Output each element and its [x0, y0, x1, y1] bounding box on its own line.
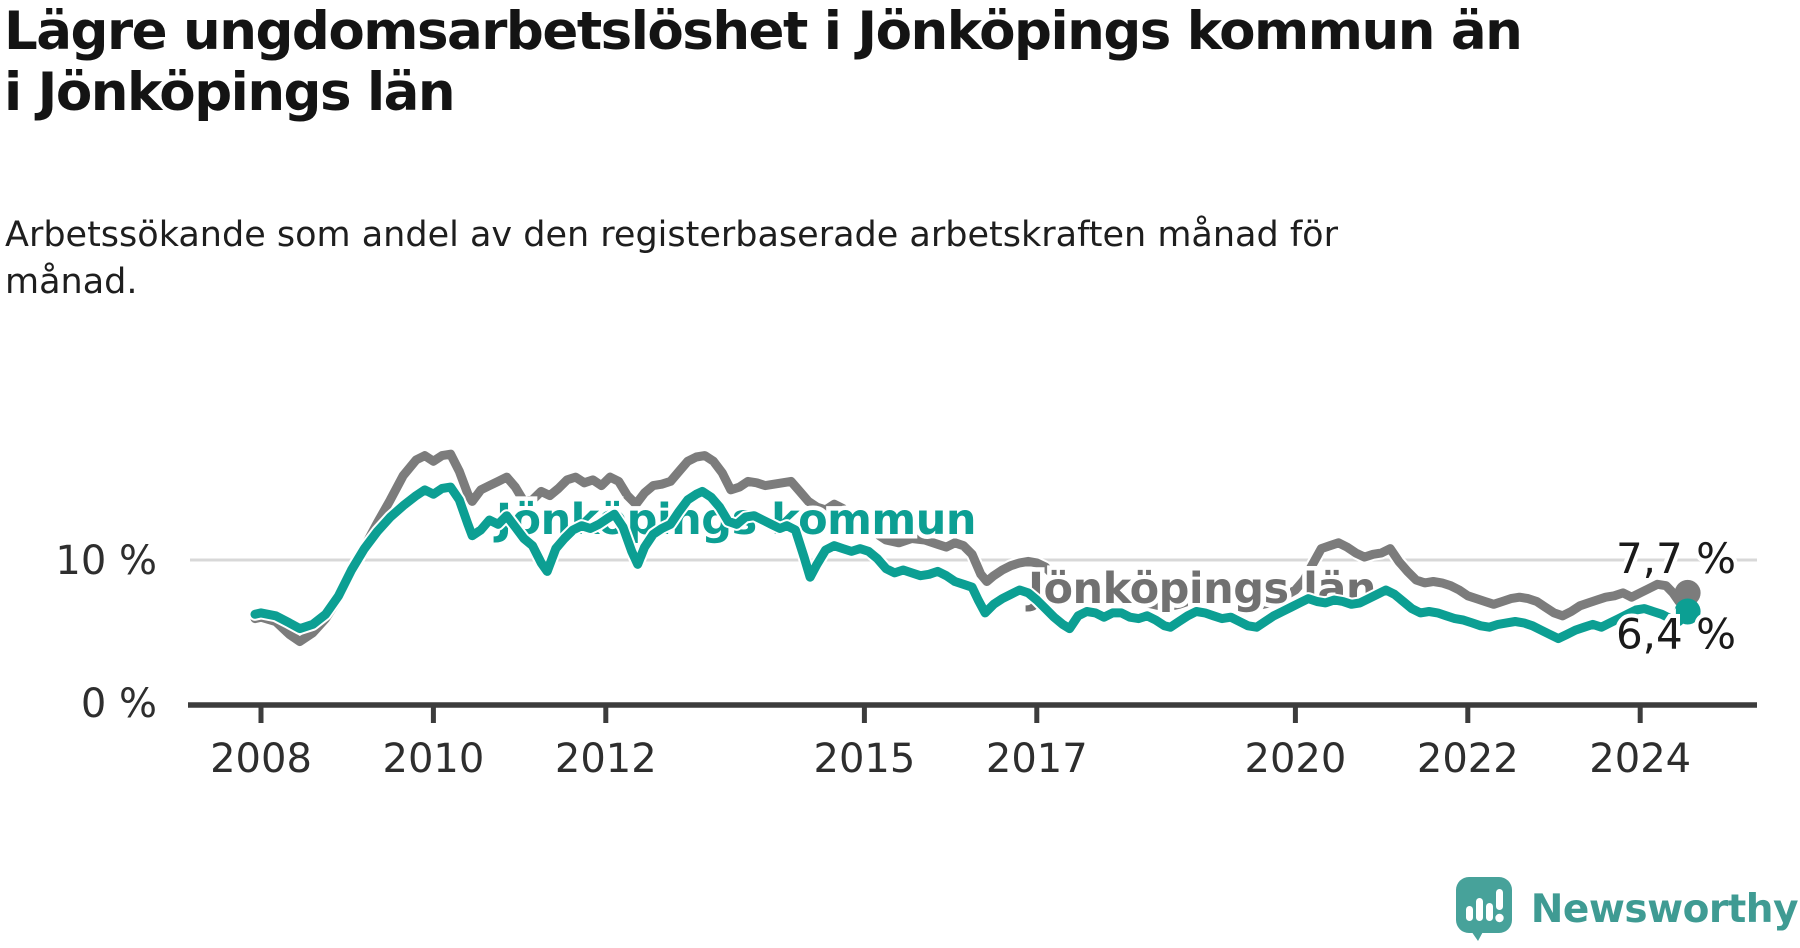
page-title: Lägre ungdomsarbetslöshet i Jönköpings k… — [4, 1, 1523, 124]
chart-subtitle-line2: månad. — [5, 261, 138, 302]
x-tick-label-2022: 2022 — [1417, 736, 1519, 782]
newsworthy-bubble-icon — [1455, 877, 1512, 941]
chart-subtitle: Arbetssökande som andel av den registerb… — [5, 212, 1338, 306]
page-title-line1: Lägre ungdomsarbetslöshet i Jönköpings k… — [4, 1, 1523, 62]
end-value-label-j-nk-pings-kommun: 6,4 % — [1616, 609, 1736, 658]
series-line-j-nk-pings-l-n — [250, 449, 1693, 646]
x-tick-label-2012: 2012 — [555, 736, 657, 782]
y-axis-label-10: 10 % — [55, 538, 157, 584]
y-axis-label-0: 0 % — [81, 681, 157, 727]
x-tick-label-2017: 2017 — [986, 736, 1088, 782]
x-tick-label-2024: 2024 — [1589, 736, 1691, 782]
endpoint-dot-j-nk-pings-l-n — [1674, 579, 1701, 606]
x-tick-label-2010: 2010 — [383, 736, 485, 782]
end-value-label-j-nk-pings-l-n: 7,7 % — [1616, 534, 1736, 583]
newsworthy-wordmark: Newsworthy — [1530, 886, 1799, 932]
x-tick-label-2008: 2008 — [210, 736, 312, 782]
x-tick-label-2020: 2020 — [1245, 736, 1347, 782]
series-line-j-nk-pings-kommun — [250, 482, 1693, 644]
page-title-line2: i Jönköpings län — [4, 61, 456, 123]
endpoint-dot-j-nk-pings-kommun — [1674, 598, 1701, 625]
x-tick-label-2015: 2015 — [814, 736, 916, 782]
chart-subtitle-line1: Arbetssökande som andel av den registerb… — [5, 215, 1338, 255]
newsworthy-logo: Newsworthy — [1455, 876, 1799, 942]
